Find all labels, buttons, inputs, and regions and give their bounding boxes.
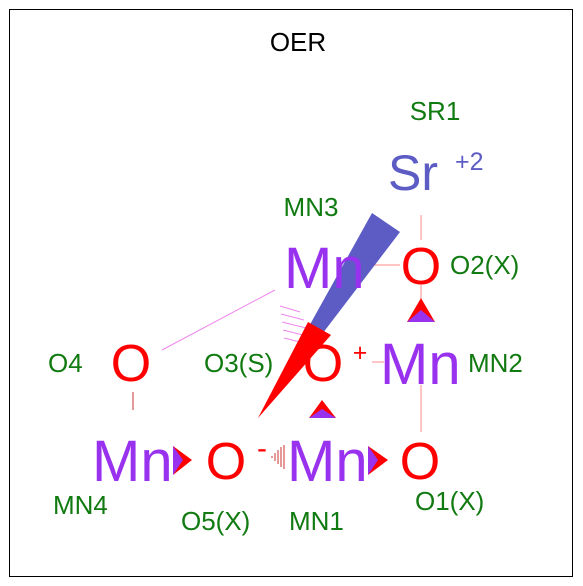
- charge-o5: -: [257, 432, 267, 465]
- label-o1: O1(X): [415, 486, 484, 516]
- charge-sr: +2: [455, 148, 484, 176]
- label-o5: O5(X): [181, 506, 250, 536]
- diagram-title: OER: [270, 27, 326, 57]
- atom-o2: O: [401, 238, 441, 296]
- label-mn3: MN3: [284, 192, 339, 222]
- label-mn2: MN2: [468, 348, 523, 378]
- wedge-o5-red: [258, 322, 331, 418]
- atom-sr: Sr: [388, 145, 438, 201]
- atom-mn4: Mn: [92, 429, 173, 494]
- atom-mn1: Mn: [287, 429, 368, 494]
- atom-o5: O: [206, 433, 246, 491]
- label-mn1: MN1: [289, 506, 344, 536]
- atom-o3: O: [303, 335, 343, 393]
- label-o2: O2(X): [450, 250, 519, 280]
- diagram-frame: [9, 9, 573, 577]
- atom-o1: O: [400, 433, 440, 491]
- label-sr1: SR1: [410, 96, 461, 126]
- atom-mn2: Mn: [380, 332, 461, 397]
- bond-arrows: [173, 298, 435, 475]
- charge-o3: +: [353, 339, 368, 367]
- bonds: [132, 215, 422, 432]
- label-o3: O3(S): [204, 348, 273, 378]
- label-mn4: MN4: [53, 490, 108, 520]
- bond-mn3-o4: [161, 289, 276, 351]
- hatched-wedge-o5-mn1: [271, 445, 285, 469]
- atom-o4: O: [111, 335, 151, 393]
- label-o4: O4: [48, 348, 83, 378]
- atom-mn3: Mn: [284, 236, 365, 301]
